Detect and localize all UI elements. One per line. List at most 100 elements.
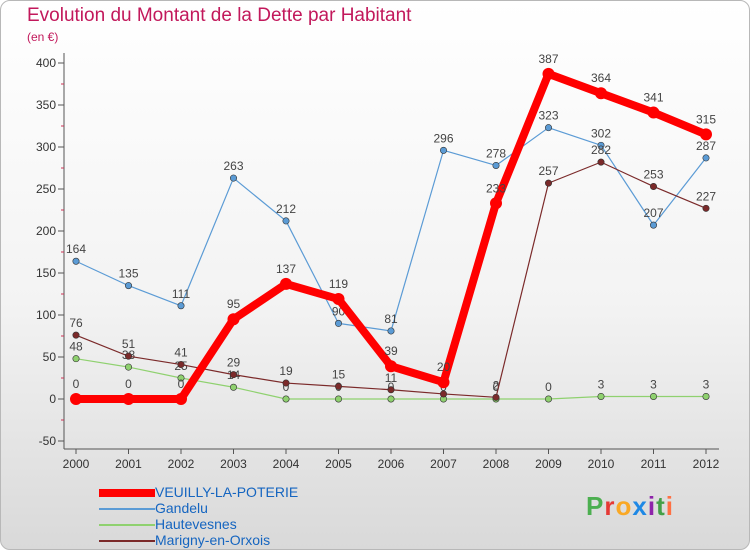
data-point	[72, 331, 80, 339]
legend-label-veuilly: VEUILLY-LA-POTERIE	[155, 484, 299, 500]
data-label: 287	[696, 139, 716, 153]
data-label: 81	[384, 312, 398, 326]
data-label: 0	[545, 380, 552, 394]
legend-swatch-veuilly	[99, 489, 155, 497]
data-label: 278	[486, 146, 506, 160]
data-label: 41	[174, 346, 188, 360]
data-point	[437, 376, 450, 389]
data-label: 3	[598, 377, 605, 391]
data-point	[544, 179, 552, 187]
x-tick-label: 2007	[430, 457, 457, 471]
data-point	[647, 106, 660, 119]
y-tick-label: 0	[49, 392, 56, 406]
data-point	[387, 327, 395, 335]
data-label: 137	[276, 262, 296, 276]
legend-item-marigny: Marigny-en-Orxois	[99, 532, 399, 549]
data-point	[597, 141, 605, 149]
data-point	[177, 374, 185, 382]
legend-label-gandelu: Gandelu	[155, 500, 208, 516]
legend-item-gandelu: Gandelu	[99, 500, 399, 517]
data-point	[282, 379, 290, 387]
data-label: 15	[332, 367, 346, 381]
logo-letter: o	[615, 491, 633, 521]
data-point	[595, 87, 607, 100]
data-point	[649, 182, 657, 190]
x-tick-label: 2001	[115, 457, 142, 471]
data-label: 2	[493, 378, 500, 392]
legend-swatch-hautevesnes	[99, 524, 155, 526]
data-point	[702, 392, 710, 400]
data-point	[597, 392, 605, 400]
data-point	[125, 363, 133, 371]
data-label: 164	[66, 242, 86, 256]
y-tick-label: 250	[36, 182, 56, 196]
data-label: 302	[591, 126, 611, 140]
data-point	[492, 393, 500, 401]
data-point	[649, 221, 657, 229]
data-label: 135	[118, 267, 138, 281]
logo-letter: P	[586, 491, 605, 521]
data-point	[439, 146, 447, 154]
legend-label-hautevesnes: Hautevesnes	[155, 516, 237, 532]
data-label: 3	[703, 377, 710, 391]
data-point	[649, 392, 657, 400]
data-point	[544, 124, 552, 132]
data-label: 11	[385, 371, 398, 385]
x-tick-label: 2006	[378, 457, 405, 471]
x-tick-label: 2002	[168, 457, 195, 471]
data-point	[334, 395, 342, 403]
x-tick-label: 2008	[483, 457, 510, 471]
data-label: 263	[223, 159, 243, 173]
y-tick-label: 200	[36, 224, 56, 238]
data-point	[175, 393, 187, 405]
data-point	[492, 161, 500, 169]
logo-letter: i	[665, 491, 674, 521]
data-label: 207	[643, 206, 663, 220]
data-label: 20	[437, 360, 451, 374]
data-point	[177, 361, 185, 369]
data-label: 323	[538, 109, 558, 123]
x-tick-label: 2009	[535, 457, 562, 471]
data-point	[230, 174, 238, 182]
y-tick-label: 350	[36, 98, 56, 112]
data-label: 0	[493, 380, 500, 394]
legend-item-veuilly: VEUILLY-LA-POTERIE	[99, 484, 399, 501]
data-label: 257	[538, 164, 558, 178]
data-label: 39	[384, 344, 398, 358]
data-point	[72, 355, 80, 363]
data-point	[385, 360, 397, 373]
x-tick-label: 2003	[220, 457, 247, 471]
data-point	[490, 197, 502, 210]
data-point	[230, 371, 238, 379]
data-label: 0	[178, 377, 185, 391]
data-point	[702, 154, 710, 162]
data-label: 0	[125, 377, 132, 391]
data-label: 233	[486, 181, 506, 195]
legend-swatch-gandelu	[99, 508, 155, 510]
data-label: 253	[643, 167, 663, 181]
data-label: 341	[643, 91, 663, 105]
y-tick-label: -50	[39, 434, 57, 448]
data-point	[332, 293, 345, 306]
data-label: 29	[227, 356, 241, 370]
legend-swatch-marigny	[99, 540, 155, 542]
data-label: 76	[69, 316, 83, 330]
data-point	[439, 390, 447, 398]
data-point	[72, 257, 80, 265]
data-label: 0	[73, 377, 80, 391]
data-label: 0	[283, 380, 290, 394]
data-label: 212	[276, 202, 296, 216]
data-point	[177, 302, 185, 310]
data-point	[125, 282, 133, 290]
data-label: 315	[696, 112, 716, 126]
data-label: 227	[696, 189, 716, 203]
chart-title: Evolution du Montant de la Dette par Hab…	[27, 5, 412, 26]
y-tick-label: 50	[43, 350, 57, 364]
data-label: 3	[650, 377, 657, 391]
data-point	[334, 382, 342, 390]
legend-label-marigny: Marigny-en-Orxois	[155, 532, 271, 548]
data-label: 387	[538, 52, 558, 66]
data-label: 19	[279, 364, 293, 378]
y-tick-label: 300	[36, 140, 56, 154]
